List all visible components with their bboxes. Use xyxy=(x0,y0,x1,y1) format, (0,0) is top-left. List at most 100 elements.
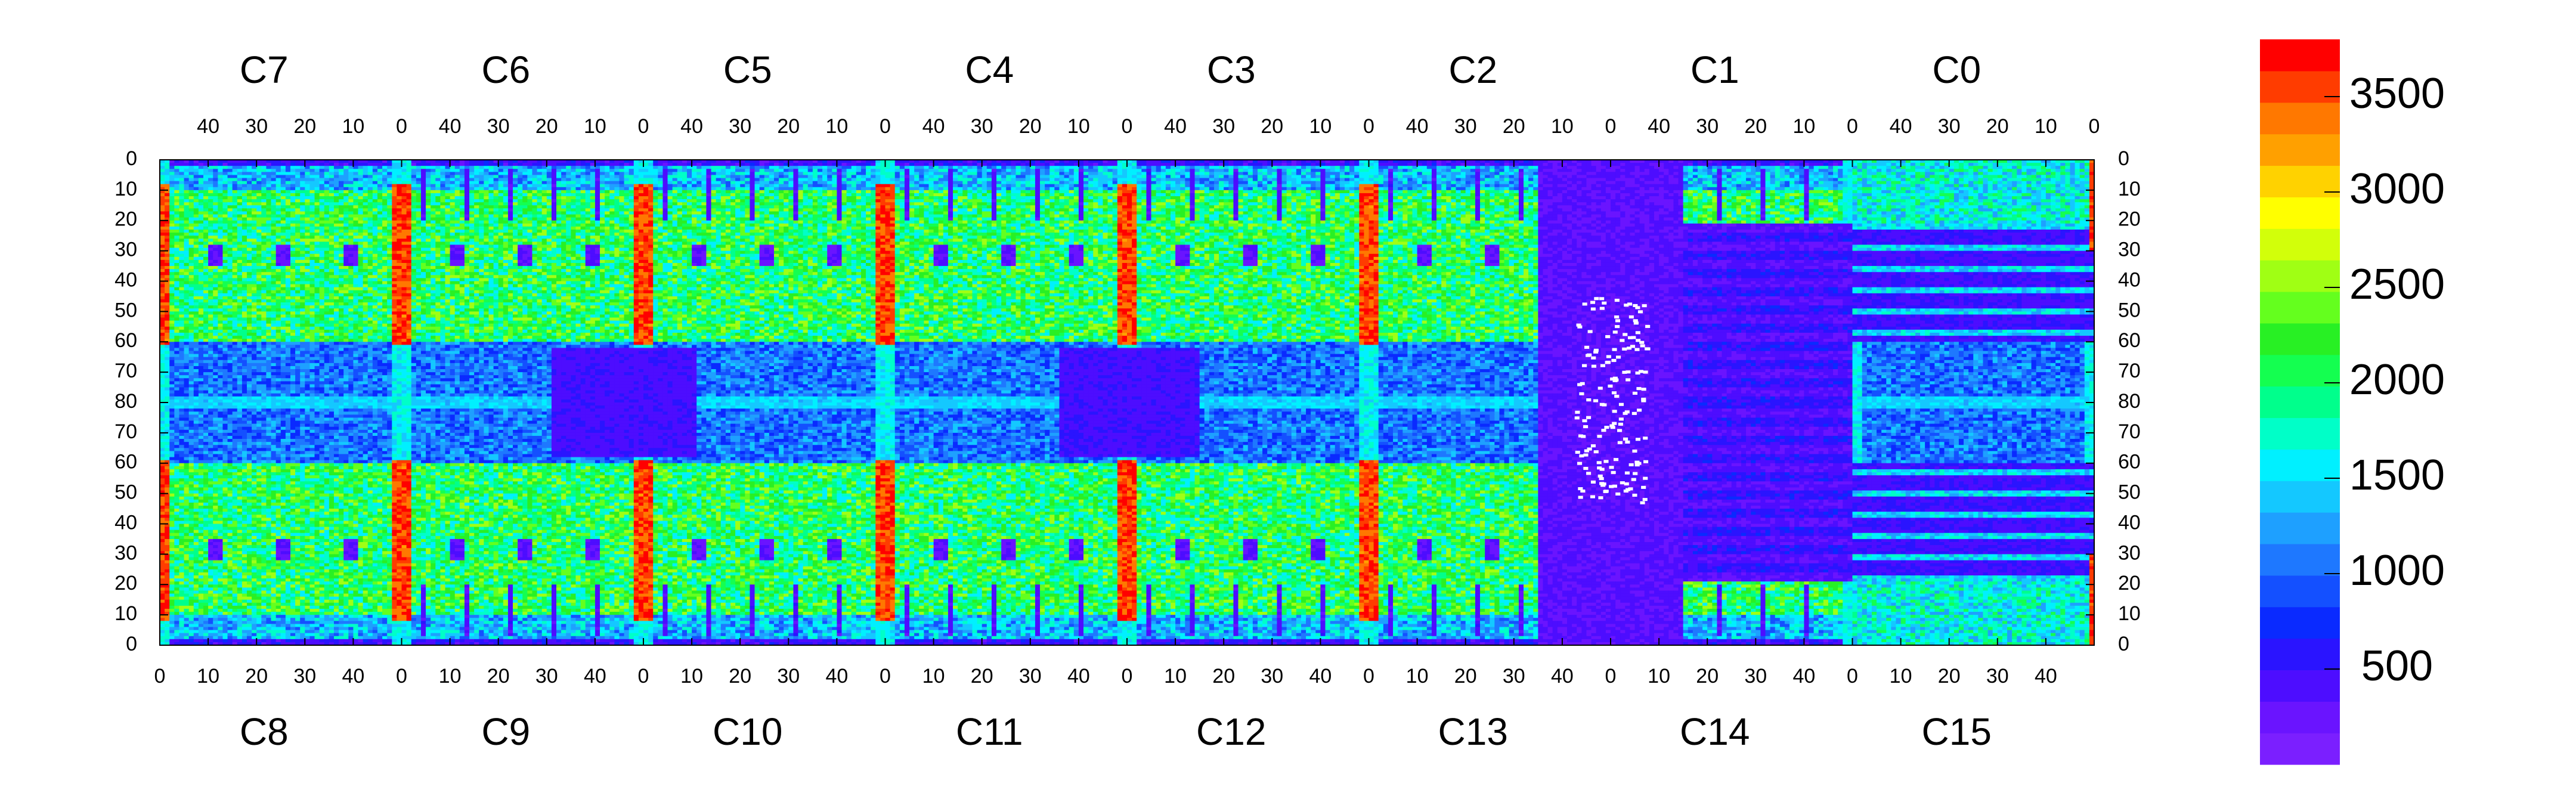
heatmap-cell xyxy=(958,166,963,169)
heatmap-cell xyxy=(1146,169,1151,172)
heatmap-cell xyxy=(561,169,566,172)
heatmap-cell xyxy=(769,163,775,166)
heatmap-cell xyxy=(1490,163,1495,166)
heatmap-cell xyxy=(1398,166,1403,169)
heatmap-cell xyxy=(1108,163,1113,166)
heatmap-cell xyxy=(847,169,852,172)
heatmap-cell xyxy=(431,163,436,166)
heatmap-cell xyxy=(508,166,513,169)
heatmap-cell xyxy=(614,172,620,175)
heatmap-cell xyxy=(518,163,523,166)
heatmap-cell xyxy=(1828,163,1834,166)
heatmap-cell xyxy=(2021,169,2027,172)
heatmap-cell xyxy=(271,166,277,169)
heatmap-cell xyxy=(305,172,310,175)
heatmap-cell xyxy=(614,166,620,169)
heatmap-cell xyxy=(784,172,789,175)
heatmap-cell xyxy=(1364,169,1369,172)
heatmap-cell xyxy=(184,163,190,166)
heatmap-cell xyxy=(740,163,745,166)
heatmap-cell xyxy=(1988,166,1993,169)
heatmap-cell xyxy=(1954,166,1959,169)
heatmap-cell xyxy=(1117,163,1123,166)
heatmap-cell xyxy=(1326,169,1331,172)
heatmap-cell xyxy=(1369,163,1374,166)
heatmap-cell xyxy=(1427,163,1432,166)
heatmap-cell xyxy=(421,163,426,166)
heatmap-cell xyxy=(237,163,243,166)
heatmap-cell xyxy=(1258,166,1263,169)
heatmap-cell xyxy=(866,166,871,169)
heatmap-cell xyxy=(1243,172,1249,175)
heatmap-cell xyxy=(233,163,238,166)
heatmap-cell xyxy=(871,169,876,172)
heatmap-cell xyxy=(2065,169,2070,172)
heatmap-cell xyxy=(880,172,886,175)
heatmap-cell xyxy=(2051,166,2056,169)
heatmap-cell xyxy=(730,166,736,169)
heatmap-cell xyxy=(300,169,305,172)
heatmap-cell xyxy=(1446,169,1451,172)
heatmap-cell xyxy=(343,163,349,166)
heatmap-cell xyxy=(962,169,968,172)
heatmap-cell xyxy=(1741,169,1747,172)
heatmap-cell xyxy=(1770,169,1776,172)
heatmap-cell xyxy=(668,169,673,172)
heatmap-cell xyxy=(1688,172,1693,175)
heatmap-cell xyxy=(808,163,813,166)
heatmap-cell xyxy=(1886,163,1891,166)
heatmap-cell xyxy=(373,166,378,169)
heatmap-cell xyxy=(755,163,760,166)
heatmap-cell xyxy=(1606,169,1611,172)
heatmap-cell xyxy=(1630,166,1635,169)
heatmap-cell xyxy=(1239,172,1244,175)
heatmap-cell xyxy=(1572,166,1577,169)
heatmap-cell xyxy=(1596,166,1602,169)
heatmap-cell xyxy=(1567,169,1572,172)
heatmap-cell xyxy=(1635,163,1640,166)
heatmap-cell xyxy=(1698,172,1703,175)
heatmap-cell xyxy=(377,166,383,169)
heatmap-cell xyxy=(1988,169,1993,172)
heatmap-cell xyxy=(552,169,557,172)
heatmap-cell xyxy=(1673,166,1679,169)
heatmap-cell xyxy=(358,172,364,175)
heatmap-cell xyxy=(1548,163,1553,166)
heatmap-cell xyxy=(1205,166,1210,169)
heatmap-cell xyxy=(914,169,919,172)
heatmap-cell xyxy=(967,172,973,175)
heatmap-cell xyxy=(1668,172,1674,175)
heatmap-cell xyxy=(682,163,688,166)
heatmap-cell xyxy=(1441,166,1447,169)
heatmap-cell xyxy=(320,172,325,175)
heatmap-cell xyxy=(1688,169,1693,172)
heatmap-cell xyxy=(1156,172,1162,175)
heatmap-cell xyxy=(2032,166,2037,169)
heatmap-cell xyxy=(1891,163,1896,166)
heatmap-cell xyxy=(905,172,910,175)
heatmap-cell xyxy=(1456,169,1461,172)
heatmap-cell xyxy=(962,166,968,169)
heatmap-cell xyxy=(1620,172,1626,175)
heatmap-cell xyxy=(1040,169,1045,172)
heatmap-cell xyxy=(1239,163,1244,166)
heatmap-cell xyxy=(1098,166,1103,169)
heatmap-cell xyxy=(169,172,175,175)
heatmap-cell xyxy=(2012,169,2017,172)
heatmap-cell xyxy=(416,166,422,169)
heatmap-cell xyxy=(407,169,412,172)
heatmap-cell xyxy=(919,169,924,172)
heatmap-cell xyxy=(900,163,905,166)
heatmap-cell xyxy=(619,166,624,169)
heatmap-cell xyxy=(827,163,832,166)
heatmap-cell xyxy=(575,166,581,169)
heatmap-cell xyxy=(1214,172,1219,175)
heatmap-cell xyxy=(416,172,422,175)
heatmap-cell xyxy=(934,163,939,166)
heatmap-cell xyxy=(276,172,281,175)
heatmap-cell xyxy=(1548,172,1553,175)
heatmap-cell xyxy=(518,166,523,169)
heatmap-cell xyxy=(382,172,388,175)
heatmap-cell xyxy=(1195,169,1200,172)
heatmap-cell xyxy=(914,166,919,169)
